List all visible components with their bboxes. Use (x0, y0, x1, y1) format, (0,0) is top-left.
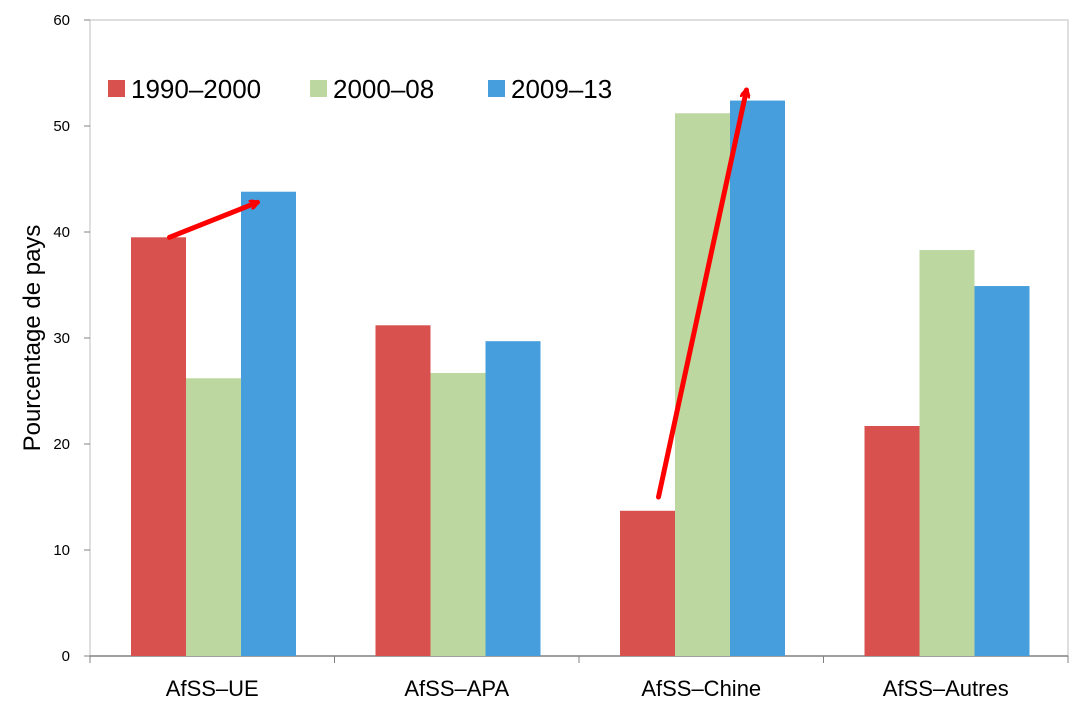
bar (919, 250, 975, 656)
x-tick-label: AfSS–Chine (641, 676, 761, 701)
annotation-arrow (167, 202, 258, 240)
legend-swatch (488, 80, 505, 97)
legend-label: 2009–13 (511, 74, 612, 104)
bars (131, 100, 1030, 657)
y-tick-label: 40 (53, 224, 70, 241)
x-tick-label: AfSS–Autres (883, 676, 1009, 701)
x-tick-label: AfSS–APA (404, 676, 509, 701)
legend: 1990–2000 2000–08 2009–13 (108, 74, 612, 104)
annotations (167, 90, 747, 500)
bar (974, 286, 1030, 656)
bar (485, 341, 541, 656)
legend-swatch (310, 80, 327, 97)
y-tick-label: 20 (53, 436, 70, 453)
x-axis: AfSS–UE AfSS–APA AfSS–Chine AfSS–Autres (89, 655, 1069, 701)
y-tick-label: 10 (53, 542, 70, 559)
bar (864, 425, 920, 656)
y-tick-label: 0 (62, 648, 70, 665)
bar (131, 237, 186, 657)
x-tick-label: AfSS–UE (166, 676, 259, 701)
bar (430, 372, 486, 656)
y-tick-label: 30 (53, 330, 70, 347)
y-axis: 0 10 20 30 40 50 60 (53, 12, 90, 665)
legend-label: 1990–2000 (131, 74, 261, 104)
y-axis-title: Pourcentage de pays (19, 225, 46, 452)
legend-swatch (108, 80, 125, 97)
annotation-arrow (656, 90, 747, 500)
bar (620, 510, 675, 656)
bar (241, 191, 296, 656)
bar (375, 325, 431, 656)
y-tick-label: 50 (53, 118, 70, 135)
y-tick-label: 60 (53, 12, 70, 29)
bar (186, 378, 241, 656)
bar (730, 100, 785, 656)
legend-label: 2000–08 (333, 74, 434, 104)
